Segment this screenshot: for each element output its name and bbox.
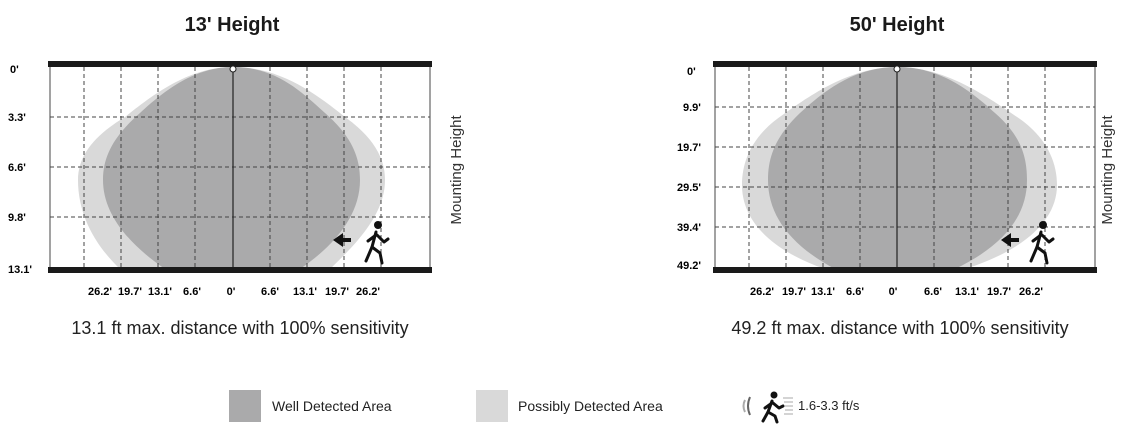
y-tick: 9.9'	[683, 102, 701, 114]
ceiling-bar	[48, 61, 432, 67]
well-detected-label: Well Detected Area	[272, 398, 392, 414]
x-tick: 0'	[227, 286, 236, 298]
y-tick: 3.3'	[8, 112, 26, 124]
y-tick: 49.2'	[677, 260, 701, 272]
floor-bar	[713, 267, 1097, 273]
y-tick: 19.7'	[677, 142, 701, 154]
x-tick: 26.2'	[1019, 286, 1043, 298]
panel-title-50ft: 50' Height	[849, 14, 945, 36]
detection-diagram-50ft: 0' 9.9' 19.7' 29.5' 39.4' 49.2' 26.2' 19…	[677, 61, 1116, 298]
floor-bar	[48, 267, 432, 273]
walking-person-icon	[1029, 221, 1055, 265]
x-tick: 0'	[889, 286, 898, 298]
x-tick: 19.7'	[987, 286, 1011, 298]
x-tick: 26.2'	[88, 286, 112, 298]
possibly-detected-label: Possibly Detected Area	[518, 398, 663, 414]
side-label: Mounting Height	[448, 115, 465, 225]
walking-speed-label: 1.6-3.3 ft/s	[798, 398, 860, 413]
y-tick: 6.6'	[8, 162, 26, 174]
x-tick: 6.6'	[846, 286, 864, 298]
caption-13ft: 13.1 ft max. distance with 100% sensitiv…	[71, 318, 409, 338]
detection-diagram-13ft: 0' 3.3' 6.6' 9.8' 13.1' 26.2' 19.7' 13.1…	[8, 61, 465, 298]
possibly-detected-swatch	[476, 390, 508, 422]
walking-speed-icon	[742, 391, 793, 424]
x-tick: 13.1'	[148, 286, 172, 298]
y-tick: 0'	[10, 64, 19, 76]
sensor-point	[893, 65, 901, 73]
y-tick: 9.8'	[8, 212, 26, 224]
x-tick: 26.2'	[356, 286, 380, 298]
x-tick: 26.2'	[750, 286, 774, 298]
side-label: Mounting Height	[1099, 115, 1116, 225]
x-tick: 19.7'	[325, 286, 349, 298]
x-tick: 6.6'	[924, 286, 942, 298]
y-tick: 39.4'	[677, 222, 701, 234]
x-tick: 13.1'	[811, 286, 835, 298]
legend: Well Detected Area Possibly Detected Are…	[0, 388, 1121, 428]
walk-direction-arrow-icon	[333, 233, 351, 247]
x-tick: 13.1'	[293, 286, 317, 298]
x-tick: 19.7'	[118, 286, 142, 298]
panel-title-13ft: 13' Height	[184, 14, 280, 36]
caption-50ft: 49.2 ft max. distance with 100% sensitiv…	[731, 318, 1069, 338]
grid-lines	[50, 67, 430, 269]
x-tick: 19.7'	[782, 286, 806, 298]
ceiling-bar	[713, 61, 1097, 67]
walk-direction-arrow-icon	[1001, 233, 1019, 247]
x-tick: 13.1'	[955, 286, 979, 298]
well-detected-area	[103, 67, 360, 269]
y-tick: 0'	[687, 66, 696, 78]
sensor-point	[229, 65, 237, 73]
x-tick: 6.6'	[183, 286, 201, 298]
y-tick: 29.5'	[677, 182, 701, 194]
well-detected-swatch	[229, 390, 261, 422]
walking-person-icon	[364, 221, 390, 265]
x-tick: 6.6'	[261, 286, 279, 298]
y-tick: 13.1'	[8, 264, 32, 276]
